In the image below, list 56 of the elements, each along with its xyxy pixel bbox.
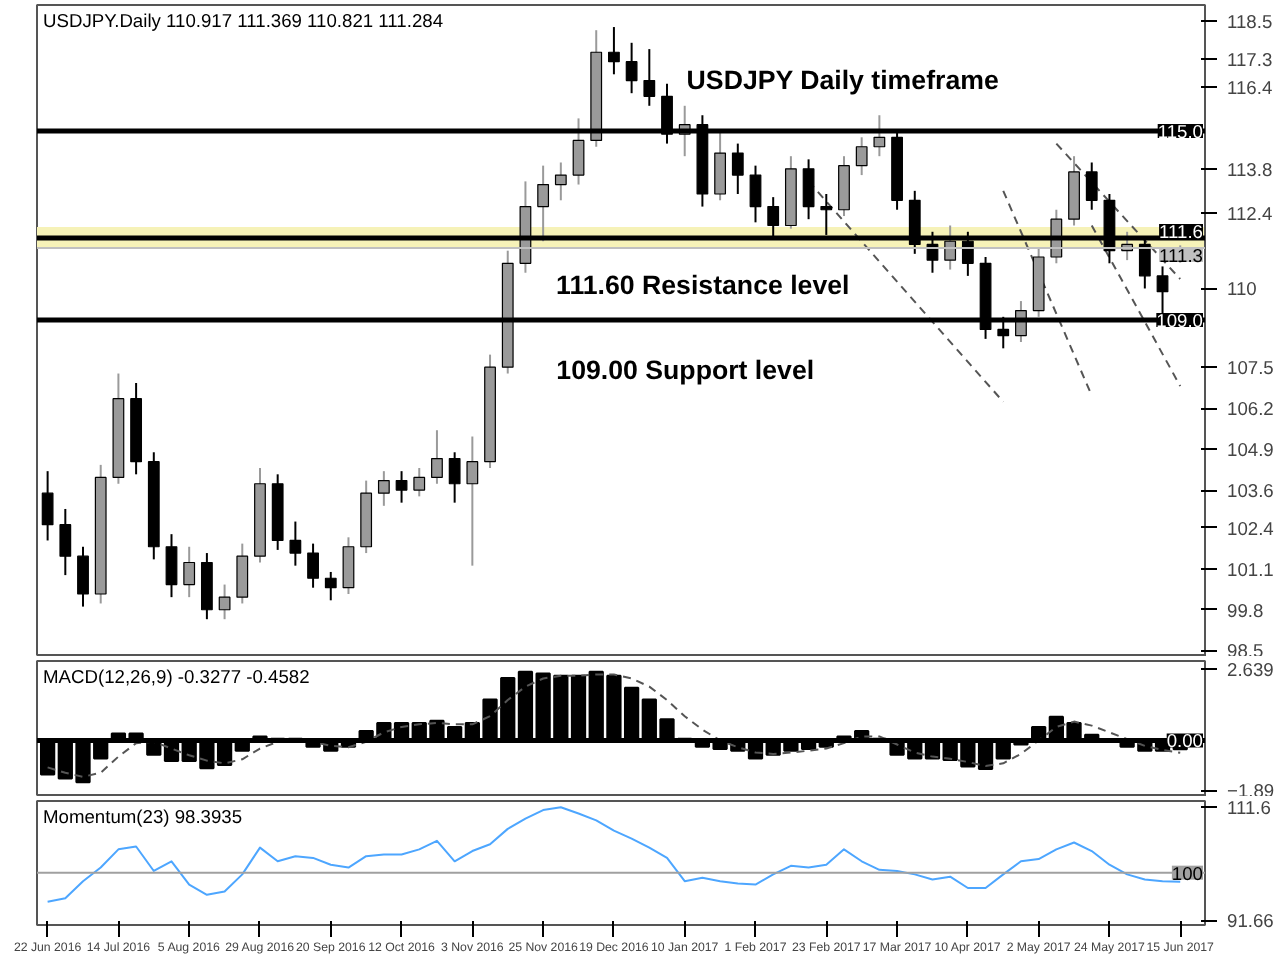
y-tick-label: 111.6: [1227, 797, 1271, 818]
chart-title: Momentum(23) 98.3935: [43, 807, 243, 827]
y-tick-label: 118.5: [1227, 11, 1273, 32]
candlestick: [554, 161, 567, 202]
y-tick-label: 112.4: [1227, 203, 1273, 224]
y-tick-label: 91.66: [1227, 911, 1274, 932]
candlestick: [608, 26, 620, 76]
chart-title: MACD(12,26,9) -0.3277 -0.4582: [43, 667, 310, 687]
candlestick: [731, 142, 744, 195]
ref-line-label: 100: [1171, 863, 1204, 884]
candlestick: [218, 583, 231, 621]
candlestick: [342, 536, 355, 595]
candlestick: [838, 155, 850, 218]
y-tick-label: 106.2: [1227, 399, 1274, 420]
y-tick-label: 103.6: [1227, 481, 1274, 502]
y-tick-label: 116.4: [1227, 77, 1273, 98]
candlestick: [749, 164, 762, 224]
y-tick-label: 107.5: [1227, 358, 1274, 379]
y-tick-label: 117.3: [1227, 49, 1273, 70]
y-tick-label: 113.8: [1227, 159, 1273, 180]
candlestick: [448, 451, 461, 504]
candlestick: [324, 570, 337, 602]
annotation: 109.00 Support level: [556, 355, 815, 386]
candlestick: [77, 545, 89, 608]
candlestick: [431, 429, 443, 485]
candlestick: [643, 48, 656, 107]
candlestick: [236, 542, 249, 605]
y-tick-label: 110: [1227, 279, 1257, 300]
candlestick: [59, 507, 72, 577]
candlestick: [413, 467, 426, 498]
candlestick: [41, 470, 54, 542]
ref-line-label: 111.6: [1159, 222, 1204, 243]
ref-line-label: 109.0: [1156, 310, 1203, 331]
candlestick: [855, 136, 868, 177]
y-tick-label: 102.4: [1227, 518, 1274, 539]
candlestick: [183, 545, 196, 599]
y-tick-label: 101.1: [1227, 559, 1274, 580]
candlestick: [377, 470, 390, 507]
annotation: 111.60 Resistance level: [556, 270, 850, 301]
ref-line-label: 115.0: [1157, 121, 1204, 142]
candlestick: [1085, 161, 1098, 211]
y-tick-label: 2.639: [1227, 660, 1274, 681]
candlestick: [289, 520, 302, 567]
candlestick: [200, 552, 213, 621]
candlestick: [395, 470, 408, 504]
y-tick-label: 104.9: [1227, 440, 1274, 461]
candlestick: [1068, 155, 1080, 227]
ref-line-label: 111.3: [1159, 246, 1204, 267]
candlestick: [165, 533, 178, 599]
candlestick: [625, 41, 638, 95]
candlestick: [802, 158, 815, 221]
annotation: USDJPY Daily timeframe: [686, 64, 999, 95]
y-tick-label: 99.8: [1227, 600, 1264, 621]
candlestick: [307, 542, 319, 589]
candlestick: [466, 435, 479, 567]
chart-title: USDJPY.Daily 110.917 111.369 110.821 111.284: [43, 11, 444, 31]
